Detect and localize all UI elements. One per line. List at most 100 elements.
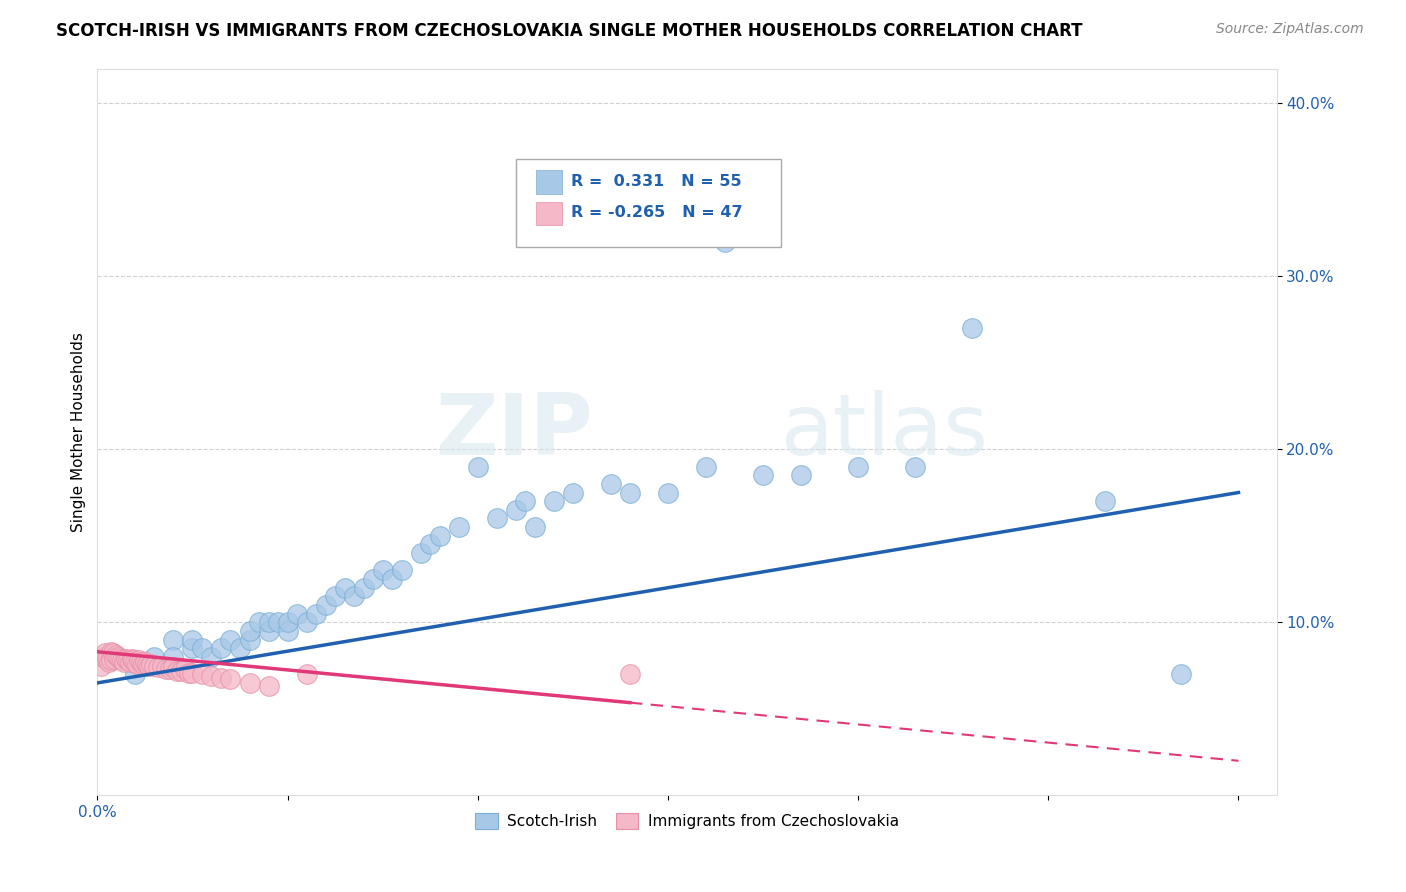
Point	[1170, 667, 1192, 681]
Point	[143, 658, 166, 673]
Point	[295, 615, 318, 630]
Point	[619, 485, 641, 500]
Text: R = -0.265   N = 47: R = -0.265 N = 47	[571, 205, 742, 220]
Point	[277, 615, 299, 630]
Point	[561, 485, 583, 500]
Point	[159, 662, 181, 676]
Point	[409, 546, 432, 560]
Point	[96, 651, 118, 665]
Point	[257, 624, 280, 638]
Point	[134, 655, 156, 669]
FancyBboxPatch shape	[536, 170, 562, 194]
Point	[285, 607, 308, 621]
Point	[91, 649, 114, 664]
Point	[191, 667, 214, 681]
Point	[124, 667, 146, 681]
Legend: Scotch-Irish, Immigrants from Czechoslovakia: Scotch-Irish, Immigrants from Czechoslov…	[470, 806, 905, 835]
Point	[343, 590, 366, 604]
Point	[219, 632, 242, 647]
Point	[107, 649, 129, 664]
Point	[191, 641, 214, 656]
Point	[90, 658, 112, 673]
Point	[361, 572, 384, 586]
Point	[129, 655, 152, 669]
Point	[391, 563, 413, 577]
Point	[429, 529, 451, 543]
FancyBboxPatch shape	[516, 160, 782, 246]
Point	[209, 641, 232, 656]
Point	[150, 658, 173, 673]
Point	[323, 590, 346, 604]
Point	[619, 667, 641, 681]
Text: Source: ZipAtlas.com: Source: ZipAtlas.com	[1216, 22, 1364, 37]
Point	[247, 615, 270, 630]
Point	[128, 653, 150, 667]
Point	[170, 664, 193, 678]
Point	[117, 653, 139, 667]
Point	[200, 649, 222, 664]
Point	[112, 655, 135, 669]
Point	[135, 657, 157, 671]
Point	[229, 641, 252, 656]
Point	[132, 657, 155, 671]
Point	[108, 651, 131, 665]
Point	[181, 632, 204, 647]
Point	[257, 679, 280, 693]
FancyBboxPatch shape	[536, 202, 562, 225]
Point	[101, 647, 124, 661]
Point	[1094, 494, 1116, 508]
Point	[100, 653, 122, 667]
Point	[138, 658, 160, 673]
Point	[209, 671, 232, 685]
Point	[657, 485, 679, 500]
Point	[238, 676, 260, 690]
Point	[139, 657, 162, 671]
Point	[162, 660, 184, 674]
Point	[371, 563, 394, 577]
Text: ZIP: ZIP	[434, 391, 592, 474]
Point	[115, 651, 138, 665]
Point	[904, 459, 927, 474]
Point	[219, 673, 242, 687]
Point	[97, 655, 120, 669]
Point	[267, 615, 290, 630]
Point	[200, 669, 222, 683]
Point	[181, 641, 204, 656]
Point	[419, 537, 441, 551]
Point	[846, 459, 869, 474]
Point	[695, 459, 717, 474]
Point	[166, 664, 188, 678]
Point	[103, 651, 125, 665]
Text: atlas: atlas	[782, 391, 990, 474]
Point	[181, 665, 204, 680]
Point	[315, 598, 337, 612]
Point	[162, 632, 184, 647]
Point	[238, 624, 260, 638]
Point	[381, 572, 404, 586]
Point	[543, 494, 565, 508]
Point	[111, 653, 134, 667]
Point	[155, 662, 177, 676]
Point	[121, 651, 143, 665]
Point	[467, 459, 489, 474]
Y-axis label: Single Mother Households: Single Mother Households	[72, 332, 86, 532]
Point	[353, 581, 375, 595]
Point	[148, 660, 170, 674]
Point	[515, 494, 537, 508]
Point	[100, 645, 122, 659]
Point	[790, 468, 813, 483]
Point	[173, 662, 195, 676]
Point	[122, 653, 145, 667]
Point	[960, 321, 983, 335]
Point	[94, 647, 117, 661]
Point	[485, 511, 508, 525]
Point	[599, 476, 621, 491]
Point	[134, 658, 156, 673]
Point	[143, 649, 166, 664]
Point	[714, 235, 737, 249]
Point	[333, 581, 356, 595]
Point	[505, 503, 527, 517]
Point	[238, 632, 260, 647]
Point	[162, 649, 184, 664]
Point	[523, 520, 546, 534]
